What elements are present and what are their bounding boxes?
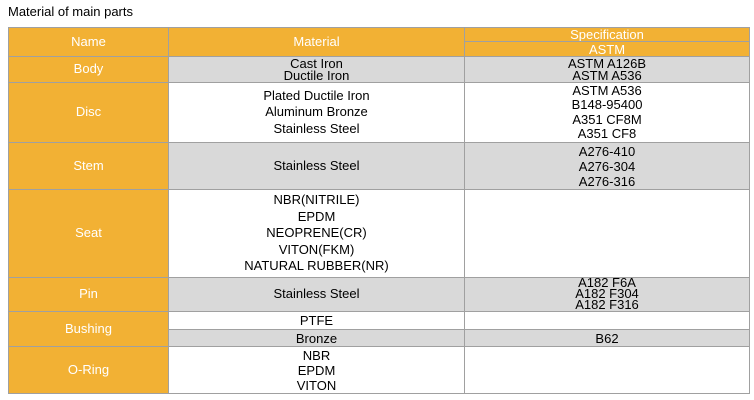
material-cell: Cast Iron Ductile Iron xyxy=(168,56,465,83)
cell-text: ASTM A126B xyxy=(567,55,647,71)
cell-text: Body xyxy=(73,61,104,77)
cell-text: A276-410 xyxy=(578,143,636,159)
cell-text: A351 CF8 xyxy=(577,126,637,141)
cell-text: ASTM A536 xyxy=(572,67,642,83)
material-cell: Stainless Steel xyxy=(168,277,465,312)
cell-text: EPDM xyxy=(297,362,336,378)
cell-text: Disc xyxy=(75,104,102,120)
cell-text: NEOPRENE(CR) xyxy=(266,225,367,241)
cell-text: Specification xyxy=(570,26,644,42)
cell-text: NATURAL RUBBER(NR) xyxy=(244,258,389,274)
cell-text: NBR(NITRILE) xyxy=(273,192,360,208)
header-material: Material xyxy=(168,27,465,57)
spec-cell: A182 F6A A182 F304 A182 F316 xyxy=(464,277,750,312)
spec-cell: ASTM A126B ASTM A536 xyxy=(464,56,750,83)
material-cell: NBR EPDM VITON xyxy=(168,346,465,394)
spec-cell: B62 xyxy=(464,329,750,347)
cell-text: Stainless Steel xyxy=(273,120,360,136)
cell-text: Material xyxy=(293,33,340,49)
cell-text: ASTM xyxy=(588,41,626,57)
cell-text: O-Ring xyxy=(67,361,110,377)
header-standard: ASTM xyxy=(464,41,750,57)
part-name: Seat xyxy=(8,189,169,278)
cell-text: Pin xyxy=(79,286,98,302)
cell-text: PTFE xyxy=(299,312,334,328)
part-name: O-Ring xyxy=(8,346,169,394)
cell-text: A182 F6A xyxy=(578,275,636,291)
cell-text: A182 F316 xyxy=(575,296,639,312)
spec-cell xyxy=(464,189,750,278)
spec-cell: A276-410 A276-304 A276-316 xyxy=(464,142,750,190)
cell-text: B148-95400 xyxy=(571,97,643,112)
material-cell: NBR(NITRILE) EPDM NEOPRENE(CR) VITON(FKM) NA… xyxy=(168,189,465,278)
spec-cell: ASTM A536 B148-95400 A351 CF8M A351 CF8 xyxy=(464,82,750,143)
material-cell: PTFE xyxy=(168,311,465,330)
cell-text: VITON(FKM) xyxy=(278,241,355,257)
header-name: Name xyxy=(8,27,169,57)
cell-text: Cast Iron xyxy=(290,55,343,71)
title: Material of main parts xyxy=(8,4,133,19)
cell-text: A351 CF8M xyxy=(572,111,642,127)
cell-text: A182 F304 xyxy=(575,286,639,302)
cell-text: Aluminum Bronze xyxy=(265,104,368,120)
cell-text: A276-316 xyxy=(578,173,636,189)
cell-text: Ductile Iron xyxy=(283,67,350,83)
cell-text: Bushing xyxy=(65,320,112,336)
material-cell: Bronze xyxy=(168,329,465,347)
cell-text: Stainless Steel xyxy=(273,286,360,302)
cell-text: B62 xyxy=(595,330,619,346)
cell-text: Name xyxy=(71,33,106,49)
header-specification: Specification xyxy=(464,27,750,42)
cell-text: Seat xyxy=(75,225,102,241)
part-name: Disc xyxy=(8,82,169,143)
cell-text: Stainless Steel xyxy=(273,157,360,173)
cell-text: Bronze xyxy=(295,330,338,346)
part-name: Bushing xyxy=(8,311,169,347)
cell-text: Plated Ductile Iron xyxy=(263,87,370,103)
cell-text: EPDM xyxy=(297,208,336,224)
cell-text: Stem xyxy=(73,157,104,173)
cell-text: NBR xyxy=(302,347,331,363)
material-cell: Stainless Steel xyxy=(168,142,465,190)
material-cell: Plated Ductile Iron Aluminum Bronze Stainl… xyxy=(168,82,465,143)
cell-text: ASTM A536 xyxy=(572,82,642,98)
part-name: Stem xyxy=(8,142,169,190)
cell-text: VITON xyxy=(296,377,337,393)
part-name: Pin xyxy=(8,277,169,312)
part-name: Body xyxy=(8,56,169,83)
spec-cell xyxy=(464,346,750,394)
cell-text: A276-304 xyxy=(578,158,636,174)
spec-cell xyxy=(464,311,750,330)
